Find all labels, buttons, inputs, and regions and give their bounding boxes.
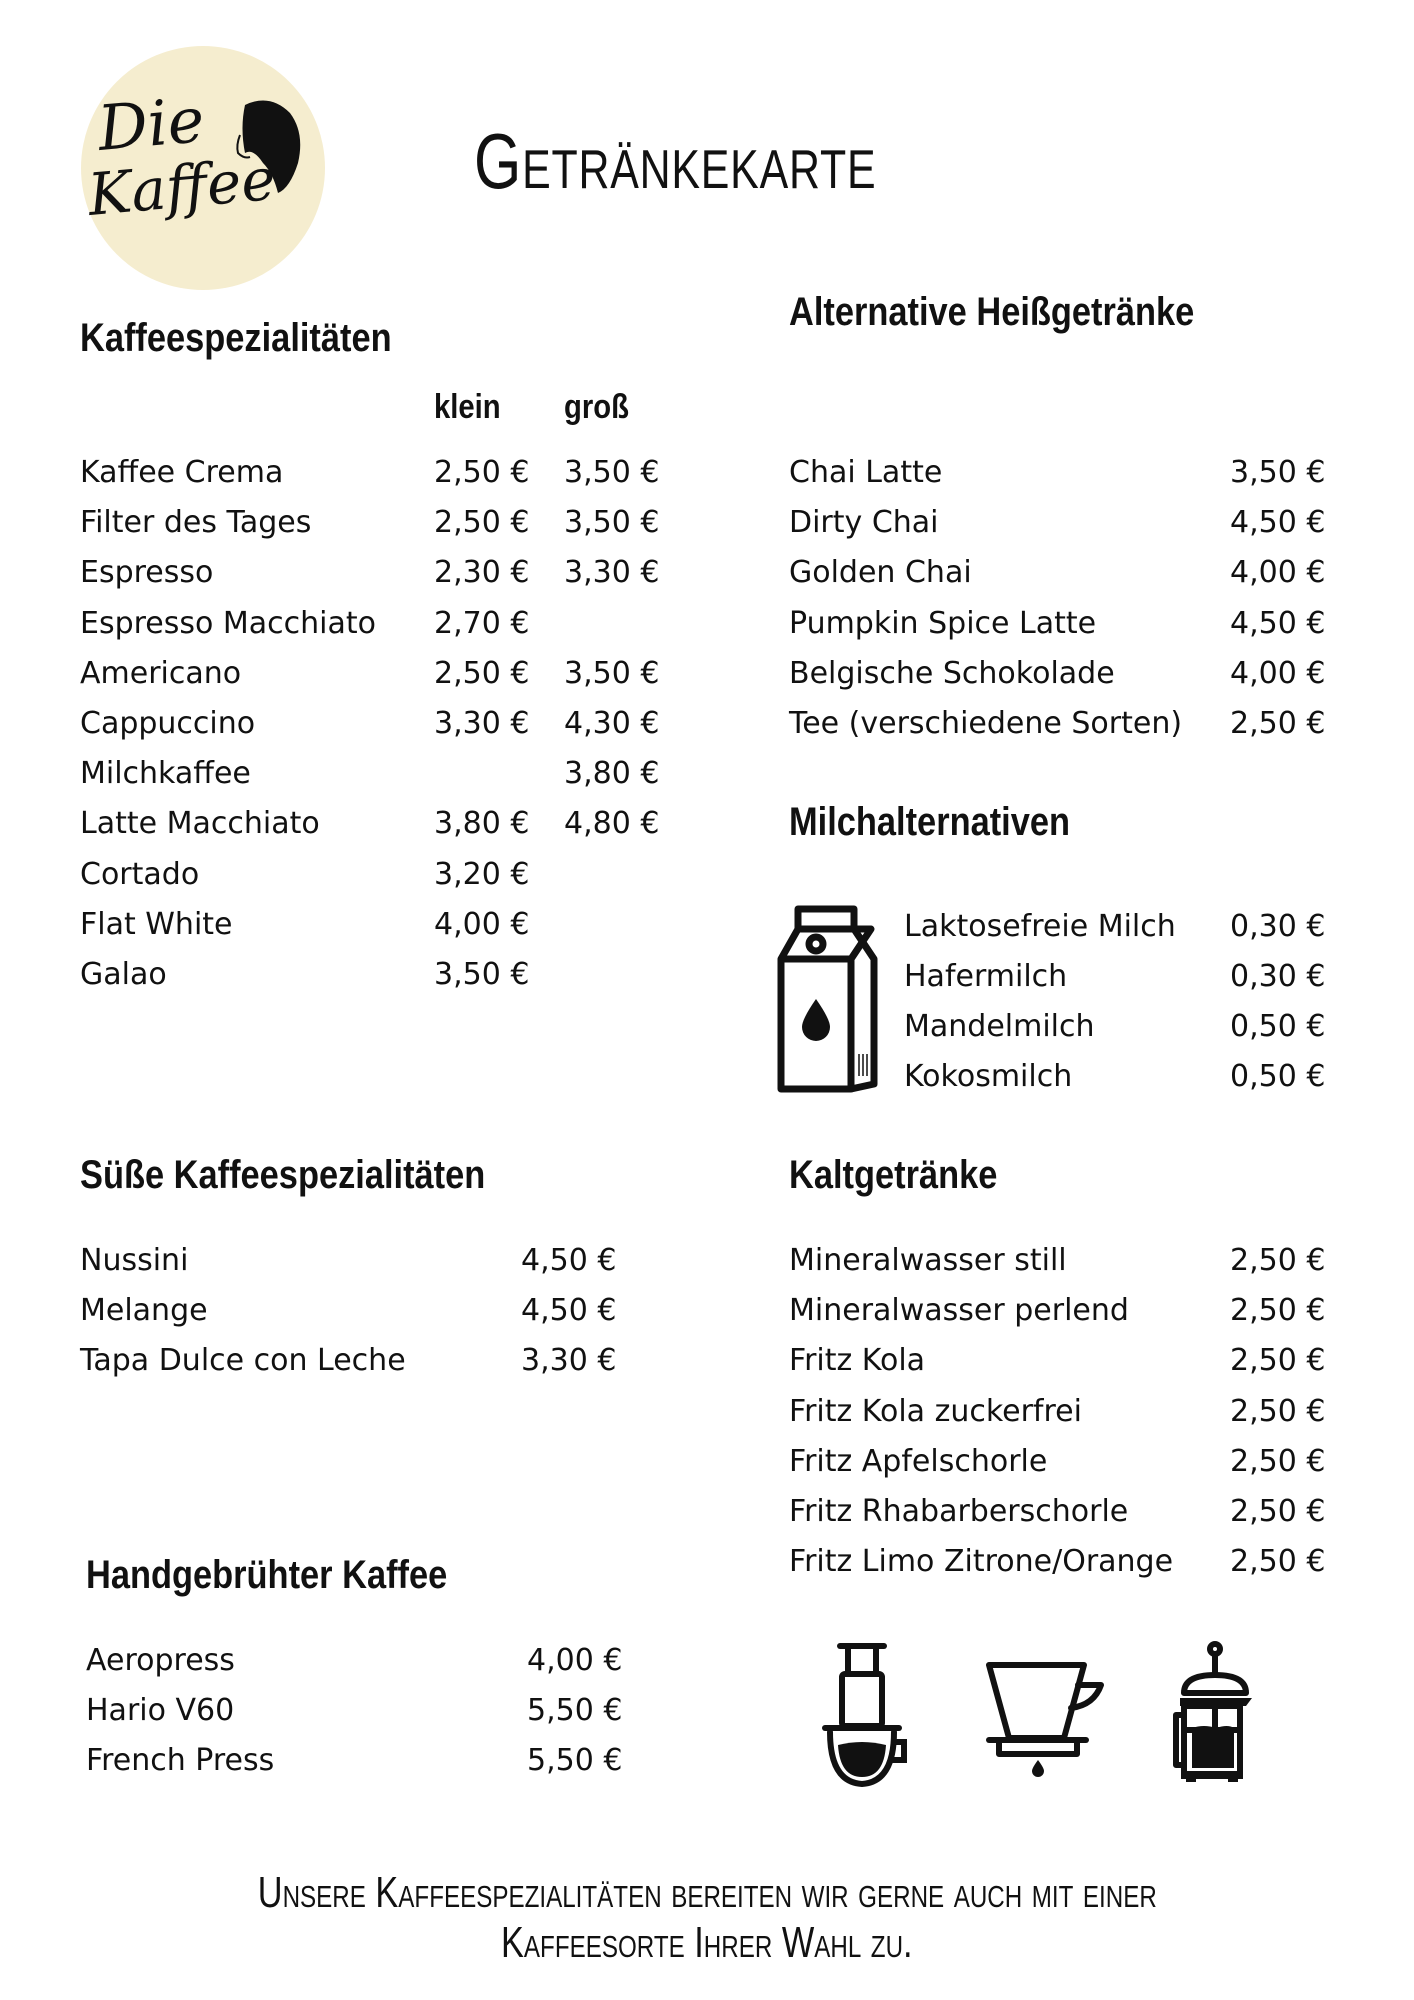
menu-item-name: Latte Macchiato xyxy=(80,806,320,842)
menu-item-price: 4,50 € xyxy=(1230,605,1326,641)
menu-item-price: 2,50 € xyxy=(1230,1293,1326,1329)
menu-item-price: 4,50 € xyxy=(521,1243,617,1278)
menu-item-name: Mineralwasser still xyxy=(789,1243,1067,1278)
menu-item-name: Aeropress xyxy=(86,1643,235,1678)
price-gross: 3,50 € xyxy=(564,455,660,490)
menu-item-name: Espresso Macchiato xyxy=(80,605,377,641)
menu-item-name: French Press xyxy=(86,1743,275,1778)
price-gross: 3,50 € xyxy=(564,655,660,691)
menu-item-price: 4,00 € xyxy=(1230,655,1326,691)
menu-item-price: 2,50 € xyxy=(1230,1343,1326,1379)
menu-item-name: Chai Latte xyxy=(789,455,943,490)
footer-text-2: Kaffeesorte Ihrer Wahl zu. xyxy=(501,1918,913,1967)
column-header-gross: groß xyxy=(564,388,629,426)
price-klein: 2,50 € xyxy=(434,505,530,541)
menu-item-name: Tapa Dulce con Leche xyxy=(80,1343,406,1379)
svg-text:Die: Die xyxy=(94,83,207,165)
column-header-klein: klein xyxy=(434,388,501,426)
menu-item-name: Kokosmilch xyxy=(904,1059,1073,1094)
menu-item-name: Filter des Tages xyxy=(80,505,312,541)
price-gross: 3,80 € xyxy=(564,756,660,792)
menu-item-name: Galao xyxy=(80,957,167,992)
menu-item-price: 5,50 € xyxy=(527,1693,623,1728)
heading-kaltgetraenke: Kaltgetränke xyxy=(789,1153,998,1197)
menu-item-name: Nussini xyxy=(80,1243,189,1278)
menu-item-price: 0,30 € xyxy=(1230,909,1326,944)
menu-item-name: Mineralwasser perlend xyxy=(789,1293,1129,1329)
menu-item-name: Golden Chai xyxy=(789,555,972,591)
menu-item-price: 0,50 € xyxy=(1230,1059,1326,1094)
price-klein: 2,70 € xyxy=(434,605,530,641)
menu-item-price: 2,50 € xyxy=(1230,1243,1326,1278)
menu-item-price: 3,50 € xyxy=(1230,455,1326,490)
menu-item-name: Melange xyxy=(80,1293,208,1329)
price-klein: 3,20 € xyxy=(434,856,530,892)
pour-over-dripper-icon xyxy=(984,1660,1114,1794)
menu-item-price: 4,00 € xyxy=(527,1643,623,1678)
page-title: Getränkekarte xyxy=(474,117,877,205)
menu-item-name: Fritz Limo Zitrone/Orange xyxy=(789,1544,1174,1580)
svg-text:Kaffee: Kaffee xyxy=(84,145,278,229)
heading-handgebruehter-kaffee: Handgebrühter Kaffee xyxy=(86,1553,448,1597)
menu-item-name: Fritz Kola xyxy=(789,1343,926,1379)
menu-item-name: Tee (verschiedene Sorten) xyxy=(789,706,1183,741)
french-press-icon xyxy=(1170,1640,1260,1794)
menu-item-name: Kaffee Crema xyxy=(80,455,284,490)
footer-text-1: Unsere Kaffeespezialitäten bereiten wir … xyxy=(257,1868,1157,1917)
menu-item-name: Laktosefreie Milch xyxy=(904,909,1176,944)
menu-item-name: Hario V60 xyxy=(86,1693,235,1728)
menu-item-name: Espresso xyxy=(80,555,214,591)
menu-item-price: 3,30 € xyxy=(521,1343,617,1379)
menu-item-name: Mandelmilch xyxy=(904,1009,1095,1044)
price-gross: 4,30 € xyxy=(564,706,660,741)
logo: Die Kaffee xyxy=(80,45,326,291)
menu-item-price: 5,50 € xyxy=(527,1743,623,1778)
menu-item-price: 4,50 € xyxy=(1230,505,1326,541)
heading-kaffeespezialitaeten: Kaffeespezialitäten xyxy=(80,316,392,360)
footer-note-line2: Kaffeesorte Ihrer Wahl zu. xyxy=(0,1918,1414,1968)
aeropress-icon xyxy=(820,1640,910,1794)
menu-item-price: 2,50 € xyxy=(1230,1443,1326,1479)
menu-item-name: Pumpkin Spice Latte xyxy=(789,605,1097,641)
price-klein: 3,80 € xyxy=(434,806,530,842)
price-gross: 3,30 € xyxy=(564,555,660,591)
menu-item-name: Cappuccino xyxy=(80,706,256,741)
menu-item-price: 4,50 € xyxy=(521,1293,617,1329)
logo-emblem: Die Kaffee xyxy=(81,46,325,290)
price-gross: 4,80 € xyxy=(564,806,660,842)
menu-item-name: Milchkaffee xyxy=(80,756,251,792)
menu-item-name: Dirty Chai xyxy=(789,505,939,541)
menu-item-name: Fritz Rhabarberschorle xyxy=(789,1494,1129,1529)
price-klein: 3,50 € xyxy=(434,957,530,992)
menu-item-price: 4,00 € xyxy=(1230,555,1326,591)
menu-item-name: Hafermilch xyxy=(904,959,1068,994)
price-klein: 2,50 € xyxy=(434,655,530,691)
heading-milchalternativen: Milchalternativen xyxy=(789,800,1071,844)
price-klein: 3,30 € xyxy=(434,706,530,741)
menu-item-price: 2,50 € xyxy=(1230,1544,1326,1580)
heading-suesse-kaffeespezialitaeten: Süße Kaffeespezialitäten xyxy=(80,1153,486,1197)
menu-item-name: Fritz Kola zuckerfrei xyxy=(789,1393,1082,1429)
price-gross: 3,50 € xyxy=(564,505,660,541)
menu-item-name: Americano xyxy=(80,655,242,691)
menu-item-name: Cortado xyxy=(80,856,200,892)
menu-item-name: Flat White xyxy=(80,906,233,942)
heading-alternative-heissgetraenke: Alternative Heißgetränke xyxy=(789,290,1195,334)
menu-item-price: 2,50 € xyxy=(1230,1494,1326,1529)
menu-item-name: Belgische Schokolade xyxy=(789,655,1115,691)
menu-item-price: 0,50 € xyxy=(1230,1009,1326,1044)
price-klein: 4,00 € xyxy=(434,906,530,942)
menu-item-price: 2,50 € xyxy=(1230,1393,1326,1429)
menu-item-price: 0,30 € xyxy=(1230,959,1326,994)
price-klein: 2,50 € xyxy=(434,455,530,490)
milk-carton-icon xyxy=(776,904,880,1098)
footer-note-line1: Unsere Kaffeespezialitäten bereiten wir … xyxy=(0,1868,1414,1918)
price-klein: 2,30 € xyxy=(434,555,530,591)
menu-item-price: 2,50 € xyxy=(1230,706,1326,741)
menu-item-name: Fritz Apfelschorle xyxy=(789,1443,1048,1479)
